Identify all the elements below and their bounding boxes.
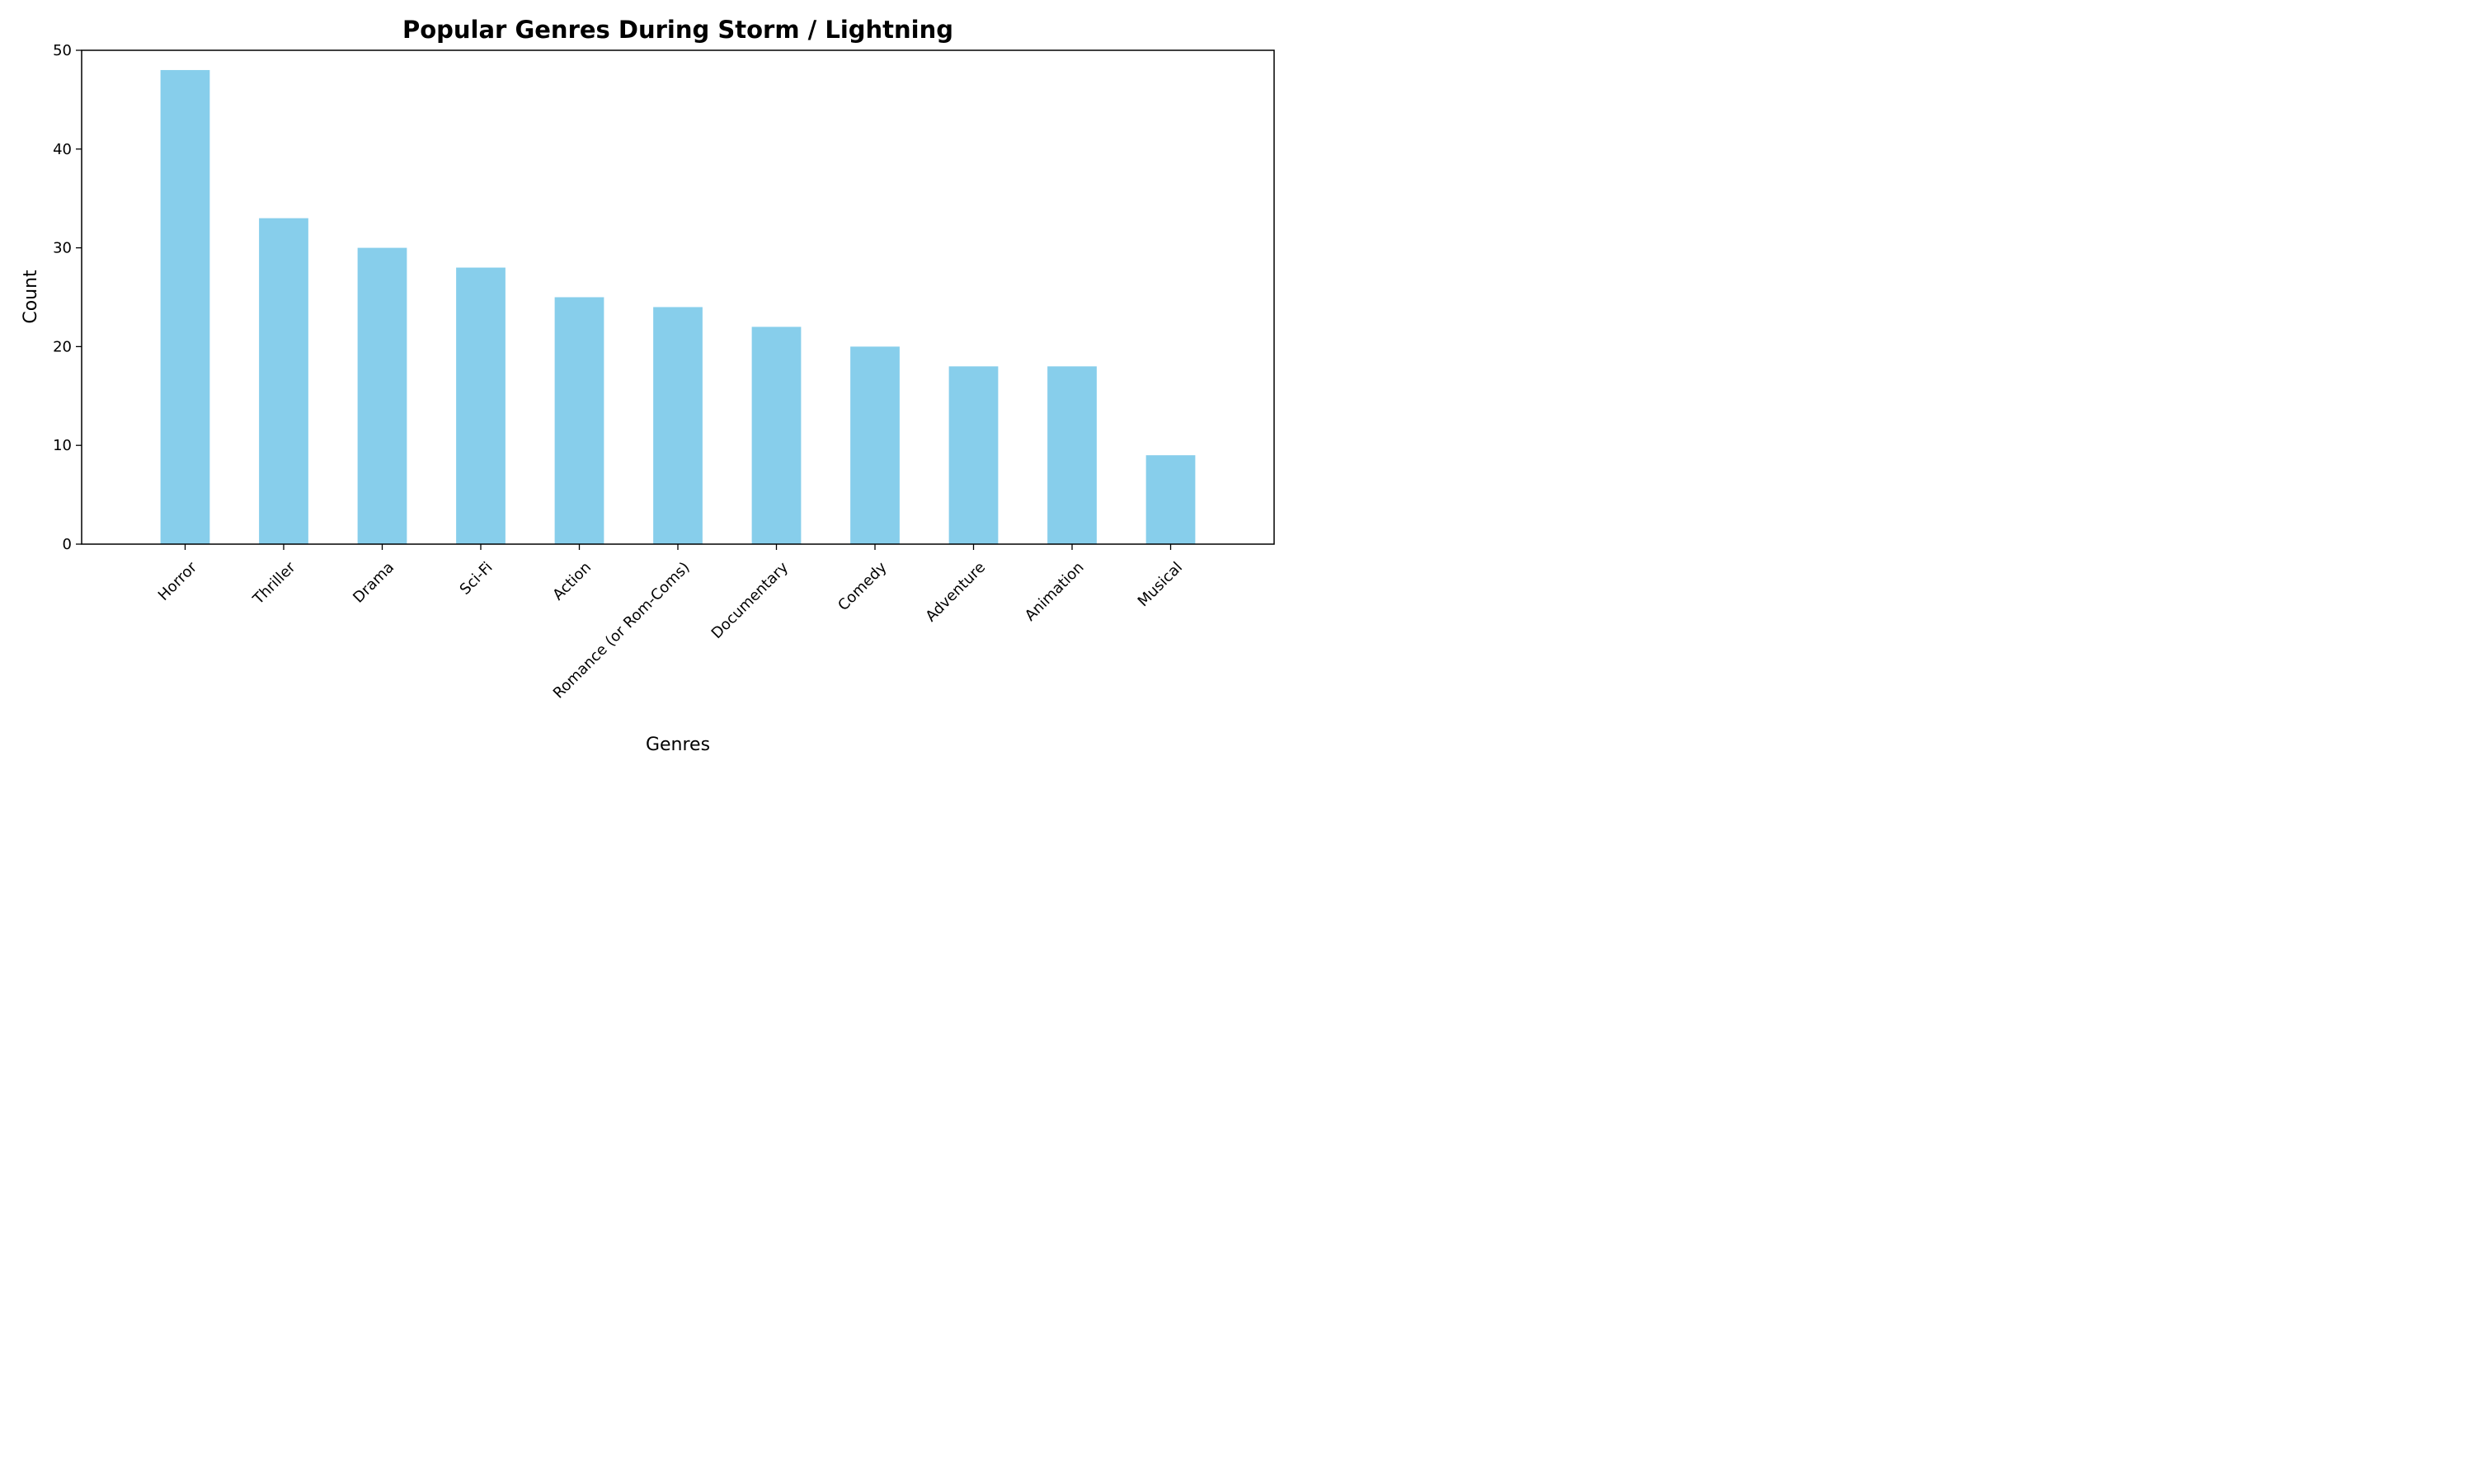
y-tick-label: 10 xyxy=(53,437,72,454)
bar-musical xyxy=(1145,455,1196,544)
x-tick-label: Musical xyxy=(1135,559,1186,610)
bar-horror xyxy=(160,69,210,544)
x-tick-label: Horror xyxy=(155,558,201,604)
x-tick-label: Comedy xyxy=(835,558,891,614)
y-axis-label: Count xyxy=(21,270,41,324)
y-tick-label: 30 xyxy=(53,240,72,257)
bar-comedy xyxy=(850,346,900,544)
bar-sci-fi xyxy=(456,267,506,544)
bar-chart: Popular Genres During Storm / Lightning … xyxy=(21,16,1275,755)
bar-thriller xyxy=(259,218,308,544)
y-tick-label: 50 xyxy=(53,42,72,59)
bar-documentary xyxy=(751,326,802,544)
x-tick-label: Thriller xyxy=(249,558,299,608)
y-tick-label: 40 xyxy=(53,141,72,158)
plot-frame xyxy=(81,49,1275,545)
x-tick-label: Documentary xyxy=(708,558,793,642)
bars-group xyxy=(160,69,1196,544)
y-tick-label: 20 xyxy=(53,338,72,355)
x-axis-label: Genres xyxy=(646,735,710,755)
y-axis: 0 10 20 30 40 50 xyxy=(53,42,82,553)
y-tick-label: 0 xyxy=(63,536,72,553)
bar-animation xyxy=(1047,366,1097,544)
x-tick-label: Sci-Fi xyxy=(457,559,496,599)
bar-action xyxy=(554,297,604,544)
x-tick-label: Animation xyxy=(1022,559,1088,625)
x-tick-label: Action xyxy=(549,559,595,604)
chart-title: Popular Genres During Storm / Lightning xyxy=(402,16,953,44)
x-tick-label: Adventure xyxy=(922,559,989,626)
x-tick-label: Drama xyxy=(350,559,397,607)
bar-romance-or-rom-coms xyxy=(653,307,703,544)
bar-drama xyxy=(357,247,407,544)
bar-adventure xyxy=(948,366,999,544)
